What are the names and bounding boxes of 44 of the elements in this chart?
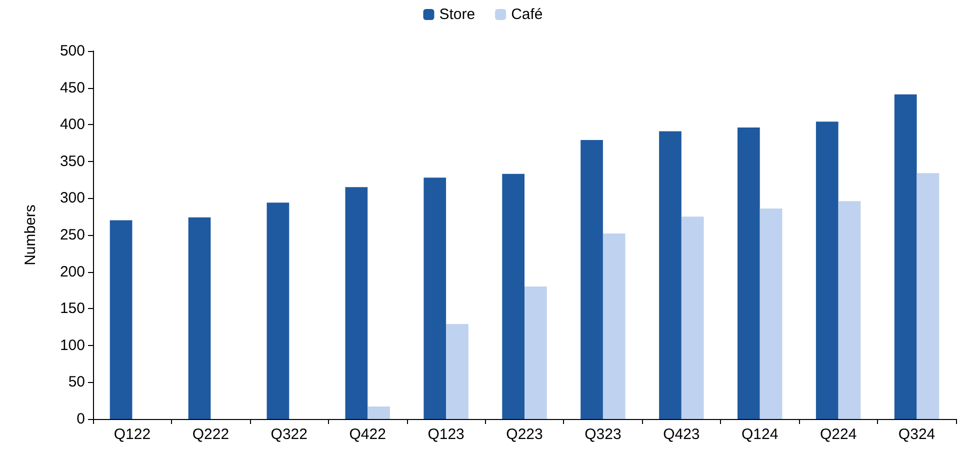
y-tick-label: 300 xyxy=(60,190,85,207)
y-tick-label: 100 xyxy=(60,336,85,354)
x-tick-label: Q123 xyxy=(428,426,464,443)
bar xyxy=(580,140,603,419)
bar xyxy=(266,202,290,419)
legend-label: Store xyxy=(439,6,476,23)
x-tick-label: Q422 xyxy=(349,426,386,443)
x-tick-label: Q324 xyxy=(898,426,936,443)
bar xyxy=(681,216,704,419)
bar xyxy=(894,94,917,419)
y-tick-label: 500 xyxy=(60,42,85,60)
y-tick-label: 350 xyxy=(60,152,85,170)
bar xyxy=(816,122,838,419)
y-tick-label: 0 xyxy=(76,410,85,428)
bar xyxy=(345,187,368,419)
bar xyxy=(110,220,132,419)
y-tick-label: 200 xyxy=(60,263,85,280)
y-tick-label: 450 xyxy=(60,79,85,96)
y-tick-label: 400 xyxy=(60,116,85,134)
bar xyxy=(916,173,940,419)
y-axis-title: Numbers xyxy=(22,204,39,266)
x-tick-label: Q122 xyxy=(114,426,151,443)
bar xyxy=(424,178,446,419)
x-tick-label: Q124 xyxy=(742,426,778,443)
bar xyxy=(368,406,390,419)
bar xyxy=(838,201,861,419)
y-tick-label: 250 xyxy=(60,226,85,244)
bar xyxy=(524,286,547,419)
bar xyxy=(502,174,524,419)
bar xyxy=(602,234,626,419)
y-tick-label: 150 xyxy=(60,300,85,318)
x-tick-label: Q323 xyxy=(584,426,622,443)
bar xyxy=(738,128,760,419)
y-tick-label: 50 xyxy=(68,374,85,391)
x-tick-label: Q322 xyxy=(270,426,308,443)
bar xyxy=(446,324,468,419)
x-tick-label: Q223 xyxy=(506,426,543,443)
legend-label: Café xyxy=(511,6,543,23)
x-tick-label: Q224 xyxy=(820,426,857,443)
x-tick-label: Q222 xyxy=(192,426,230,443)
bar xyxy=(188,217,211,419)
bar xyxy=(760,208,782,419)
bar xyxy=(659,131,682,419)
x-tick-label: Q423 xyxy=(663,426,700,443)
